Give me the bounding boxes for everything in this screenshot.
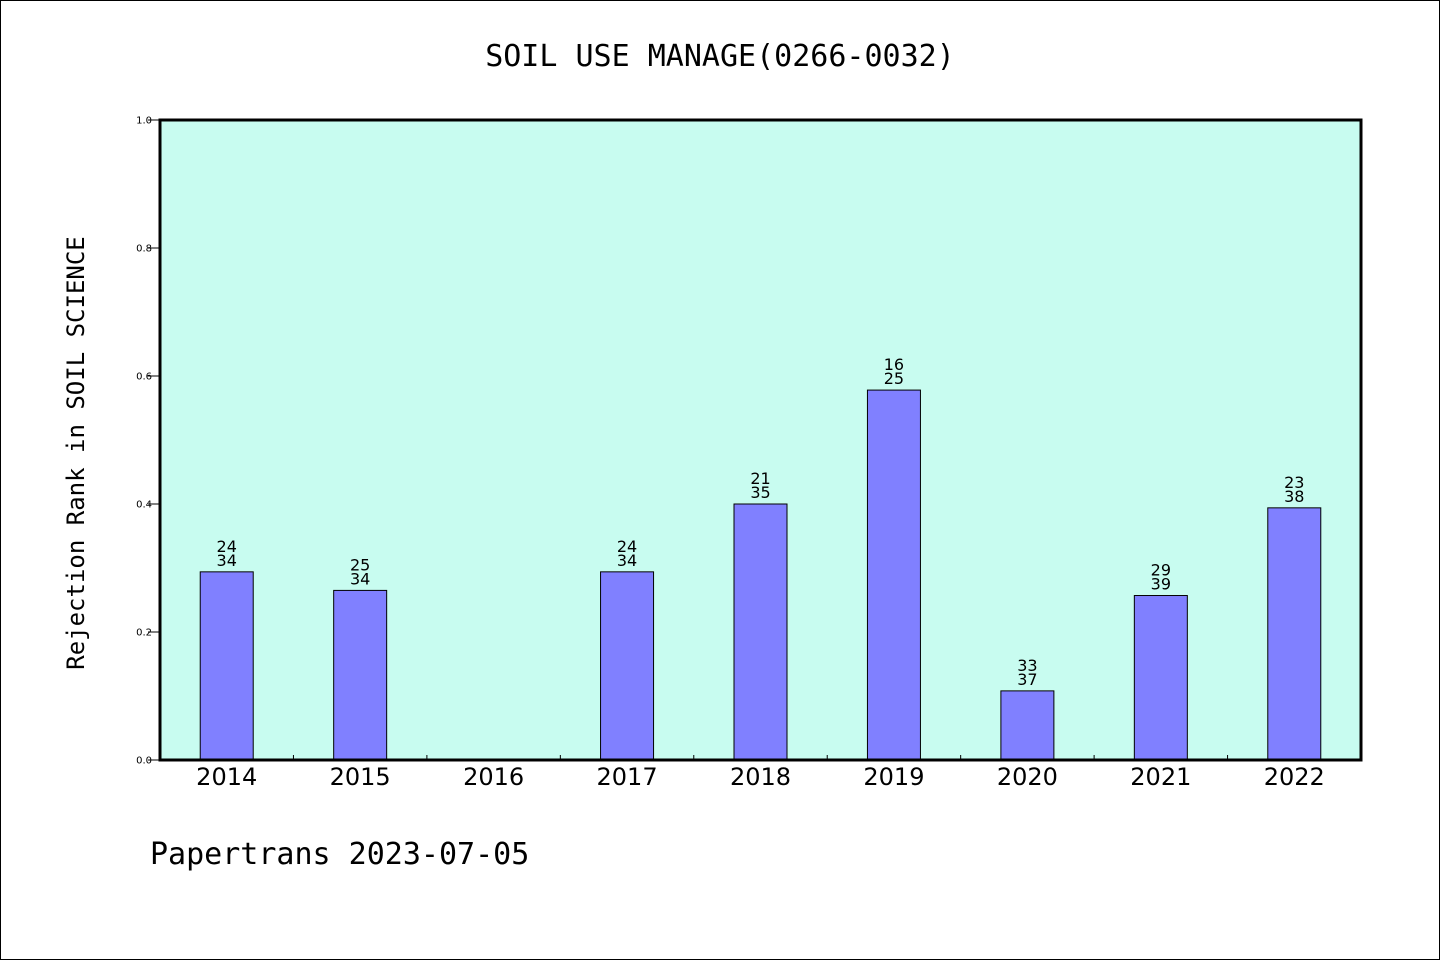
bar-label-top-2015: 25 [350,555,370,574]
y-tick-label-0.0: 0.0 [136,756,152,767]
bar-2021 [1133,595,1188,761]
bar-label-top-2020: 33 [1017,656,1037,675]
bar-label-top-2021: 29 [1151,561,1171,580]
y-tick-label-0.2: 0.2 [136,628,152,639]
bar-label-bottom-2022: 38 [1284,487,1304,506]
bar-label-top-2019: 16 [884,355,904,374]
bars-group [199,389,1322,761]
bar-2019 [866,389,921,761]
plot-border [158,118,1363,762]
x-tick-label-2022: 2022 [1264,763,1325,791]
y-tick-label-0.4: 0.4 [136,500,152,511]
bar-2014 [199,571,254,761]
bar-2022 [1267,507,1322,761]
x-axis: 2014 2015 2016 2017 2018 2019 2020 2021 2022 [196,755,1325,791]
x-tick-label-2015: 2015 [330,763,391,791]
bar-label-top-2022: 23 [1284,473,1304,492]
y-tick-label-1.0: 1.0 [136,116,152,127]
bar-label-bottom-2018: 35 [750,483,770,502]
x-tick-label-2017: 2017 [597,763,658,791]
bar-label-bottom-2017: 34 [617,551,637,570]
bar-label-bottom-2019: 25 [884,369,904,388]
bar-2018 [733,503,788,761]
bar-label-top-2018: 21 [750,469,770,488]
x-tick-label-2014: 2014 [196,763,257,791]
bar-label-bottom-2015: 34 [350,569,370,588]
x-tick-label-2019: 2019 [863,763,924,791]
y-tick-label-0.8: 0.8 [136,244,152,255]
x-tick-label-2016: 2016 [463,763,524,791]
bar-label-top-2017: 24 [617,537,637,556]
bar-2015 [333,589,388,761]
y-tick-label-0.6: 0.6 [136,372,152,383]
x-tick-label-2020: 2020 [997,763,1058,791]
bar-label-bottom-2020: 37 [1017,670,1037,689]
x-tick-label-2018: 2018 [730,763,791,791]
bar-2017 [600,571,655,761]
bar-label-bottom-2014: 34 [217,551,237,570]
y-axis: 0.0 0.2 0.4 0.6 0.8 1.0 [136,116,160,767]
bar-label-top-2014: 24 [217,537,237,556]
bar-label-bottom-2021: 39 [1151,575,1171,594]
bar-2020 [1000,690,1055,761]
x-tick-label-2021: 2021 [1130,763,1191,791]
chart-title: SOIL USE MANAGE(0266-0032) [485,39,955,74]
footer-text: Papertrans 2023-07-05 [150,837,529,872]
y-axis-label: Rejection Rank in SOIL SCIENCE [62,236,90,669]
